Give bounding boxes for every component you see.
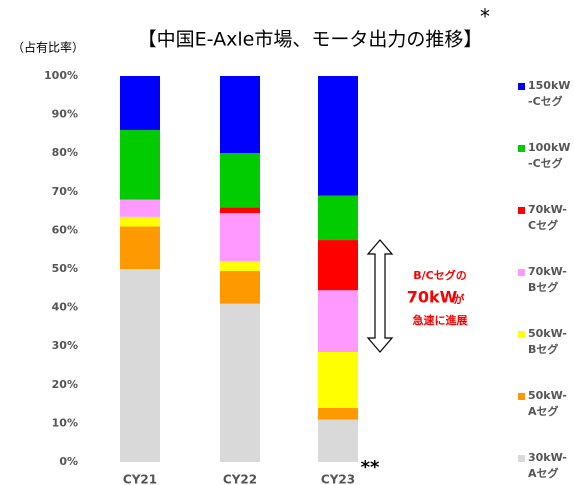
y-tick-label: 60% [52,223,78,236]
annotation: B/Cセグの [413,268,466,282]
bar-segment [120,226,160,269]
annotation: が [454,292,465,306]
bar-segment [120,130,160,200]
title-note: * [480,5,490,29]
bar-segment [318,240,358,291]
x-tick-label: CY21 [123,473,157,485]
legend-swatch [518,145,525,152]
bar-segment [120,269,160,462]
annotation: 急速に進展 [413,313,469,327]
y-tick-label: 10% [52,416,78,429]
bar-segment [220,153,260,208]
y-tick-label: 90% [52,108,78,121]
y-axis-label: （占有比率） [12,40,84,55]
bar-segment [220,303,260,462]
legend-label: 70kW- Bセグ [528,265,567,294]
bar-segment [318,76,358,196]
bar-segment [318,351,358,408]
legend-label: 50kW- Bセグ [528,327,567,356]
bar-segment [318,407,358,420]
y-tick-label: 70% [52,185,78,198]
legend-swatch [518,83,525,90]
legend-label: 30kW- Aセグ [528,451,567,480]
legend-label: 150kW -Cセグ [528,79,571,108]
legend-swatch [518,455,525,462]
bar-segment [220,270,260,304]
category-note: ** [361,457,380,478]
y-tick-label: 20% [52,378,78,391]
annotation: 70kW [407,288,458,307]
legend-swatch [518,393,525,400]
y-tick-label: 50% [52,262,78,275]
x-tick-label: CY23 [321,473,355,485]
y-tick-label: 100% [44,69,78,82]
y-tick-label: 80% [52,146,78,159]
x-tick-label: CY22 [223,473,257,485]
bar-segment [318,290,358,352]
bar-segment [120,216,160,227]
y-tick-label: 40% [52,301,78,314]
chart-title: 【中国E-Axle市場、モータ出力の推移】 [138,29,483,51]
bar-segment [220,76,260,154]
legend-label: 70kW- Cセグ [528,203,567,232]
bar-segment [220,207,260,214]
bar-segment [220,213,260,262]
double-arrow [366,239,394,353]
bar-segment [120,199,160,217]
y-tick-label: 0% [59,455,78,468]
legend-label: 50kW- Aセグ [528,389,567,418]
legend-swatch [518,207,525,214]
bar-segment [318,419,358,462]
y-tick-label: 30% [52,339,78,352]
bar-segment [318,195,358,241]
bar-segment [220,261,260,271]
legend-label: 100kW -Cセグ [528,141,571,170]
bar-segment [120,76,160,131]
legend-swatch [518,331,525,338]
legend-swatch [518,269,525,276]
